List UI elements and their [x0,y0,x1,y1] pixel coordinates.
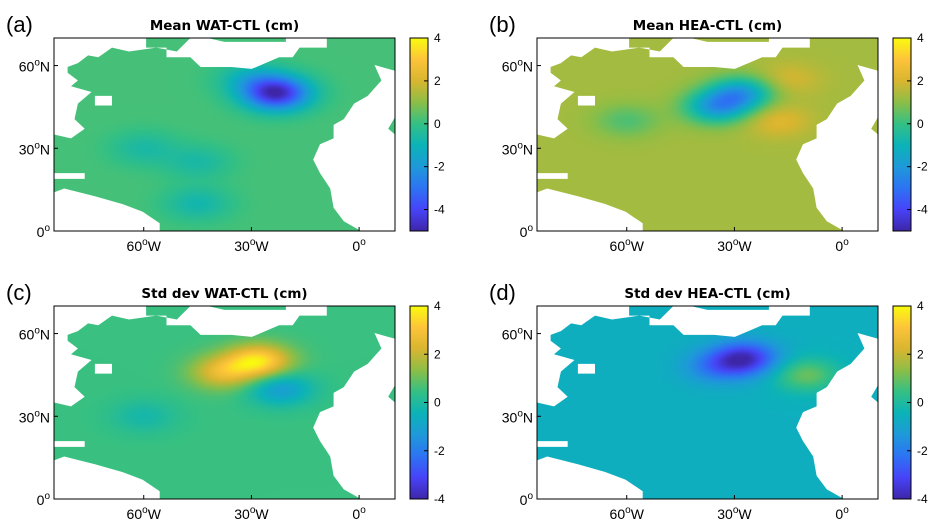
colorbar-tick-label: -4 [917,492,928,506]
land-mask [537,456,643,499]
y-tick-label: 30oN [19,140,50,157]
land-mask [796,333,878,499]
axes-frame [53,305,396,500]
land-mask [360,151,395,158]
y-tick-label: 0o [520,491,534,508]
y-tick-label: 30oN [502,408,533,425]
colorbar-tick-label: -2 [434,444,445,458]
land-mask [54,173,85,179]
panel-letter: (a) [6,12,33,37]
y-tick-label: 0o [37,223,51,240]
x-tick-label: 0o [835,237,849,254]
land-mask [54,306,327,407]
colorbar [892,37,912,232]
x-tick-label: 60oW [127,237,162,254]
x-tick-label: 60oW [610,237,645,254]
colorbar-tick-label: 2 [434,347,441,361]
colorbar-tick-label: 4 [434,299,441,313]
y-tick-label: 0o [37,491,51,508]
axes-frame [536,305,879,500]
x-tick-label: 30oW [234,237,269,254]
panel-letter: (c) [6,280,32,305]
y-tick-label: 0o [520,223,534,240]
panel-title: Std dev WAT-CTL (cm) [141,286,307,302]
colorbar-tick-label: 0 [917,117,924,131]
colorbar-tick-label: 4 [917,299,924,313]
land-mask [54,38,327,139]
land-mask [537,38,810,139]
land-mask [577,95,595,106]
y-tick-label: 60oN [19,58,50,75]
land-mask [94,363,112,374]
colorbar-tick-label: -4 [434,492,445,506]
colorbar-tick-label: 4 [917,31,924,45]
colorbar-tick-label: -2 [917,444,928,458]
y-tick-label: 60oN [502,326,533,343]
land-mask [54,441,85,447]
land-mask [94,95,112,106]
panel-0: (a) Mean WAT-CTL (cm) 60oW 30oW 0o 60oN 30oN 0o… [6,12,445,254]
axes-frame [536,37,879,232]
colorbar-tick-label: 0 [917,396,924,410]
y-tick-label: 60oN [19,326,50,343]
panel-title: Std dev HEA-CTL (cm) [624,286,790,302]
colorbar-tick-label: 0 [434,117,441,131]
y-tick-label: 60oN [502,58,533,75]
land-mask [843,419,878,426]
colorbar-tick-label: 2 [917,347,924,361]
colorbar-tick-label: -4 [434,203,445,217]
land-mask [796,65,878,231]
x-tick-label: 0o [352,505,366,522]
colorbar-tick-label: -2 [434,160,445,174]
land-mask [537,173,568,179]
y-tick-label: 30oN [502,140,533,157]
panel-letter: (b) [489,12,516,37]
x-tick-label: 30oW [717,505,752,522]
x-tick-label: 30oW [717,237,752,254]
x-tick-label: 60oW [610,505,645,522]
x-tick-label: 0o [352,237,366,254]
land-mask [313,65,395,231]
land-mask [360,419,395,426]
land-mask [54,456,160,499]
x-tick-label: 0o [835,505,849,522]
panel-2: (c) Std dev WAT-CTL (cm) 60oW 30oW 0o 60oN 30o… [6,280,445,522]
panel-3: (d) Std dev HEA-CTL (cm) 60oW 30oW 0o 60oN 30o… [489,280,928,522]
panel-letter: (d) [489,280,516,305]
land-mask [843,151,878,158]
land-mask [313,333,395,499]
land-mask [537,441,568,447]
colorbar-tick-label: 2 [434,74,441,88]
y-tick-label: 30oN [19,408,50,425]
panel-title: Mean HEA-CTL (cm) [633,18,782,34]
colorbar-tick-label: -2 [917,160,928,174]
land-mask [537,306,810,407]
land-mask [537,188,643,231]
axes-frame [53,37,396,232]
panel-1: (b) Mean HEA-CTL (cm) 60oW 30oW 0o 60oN 30oN 0o… [489,12,928,254]
x-tick-label: 30oW [234,505,269,522]
x-tick-label: 60oW [127,505,162,522]
colorbar [409,37,429,232]
colorbar-tick-label: -4 [917,203,928,217]
land-mask [577,363,595,374]
colorbar-tick-label: 4 [434,31,441,45]
colorbar-tick-label: 2 [917,74,924,88]
colorbar-tick-label: 0 [434,396,441,410]
panel-title: Mean WAT-CTL (cm) [150,18,299,34]
land-mask [54,188,160,231]
